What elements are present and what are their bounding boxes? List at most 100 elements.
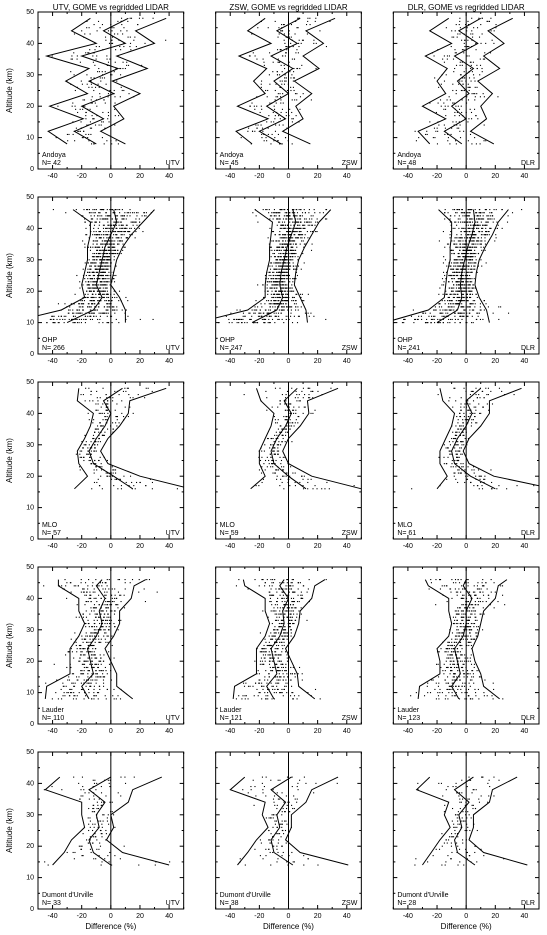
scatter-point: [284, 40, 285, 41]
scatter-point: [102, 435, 103, 436]
scatter-point: [463, 294, 464, 295]
scatter-point: [470, 109, 471, 110]
scatter-point: [145, 485, 146, 486]
scatter-point: [473, 74, 474, 75]
scatter-point: [64, 322, 65, 323]
scatter-point: [292, 410, 293, 411]
scatter-point: [93, 240, 94, 241]
scatter-point: [293, 300, 294, 301]
scatter-point: [98, 228, 99, 229]
scatter-point: [96, 695, 97, 696]
scatter-point: [470, 212, 471, 213]
scatter-point: [88, 454, 89, 455]
scatter-point: [262, 319, 263, 320]
scatter-point: [105, 218, 106, 219]
scatter-point: [54, 322, 55, 323]
scatter-point: [284, 244, 285, 245]
scatter-point: [452, 37, 453, 38]
scatter-point: [482, 234, 483, 235]
scatter-point: [91, 463, 92, 464]
scatter-point: [303, 228, 304, 229]
scatter-point: [485, 140, 486, 141]
scatter-point: [459, 33, 460, 34]
scatter-point: [451, 278, 452, 279]
scatter-point: [434, 322, 435, 323]
scatter-point: [284, 269, 285, 270]
scatter-point: [281, 303, 282, 304]
scatter-point: [106, 313, 107, 314]
scatter-point: [261, 306, 262, 307]
scatter-point: [496, 222, 497, 223]
scatter-point: [136, 482, 137, 483]
panel-Andoya-UTV: -40-200204001020304050AndoyaN= 42UTVAlti…: [5, 9, 184, 180]
scatter-point: [261, 451, 262, 452]
scatter-point: [52, 698, 53, 699]
scatter-point: [422, 313, 423, 314]
scatter-point: [255, 55, 256, 56]
scatter-point: [74, 140, 75, 141]
scatter-point: [271, 300, 272, 301]
scatter-point: [91, 683, 92, 684]
scatter-point: [123, 90, 124, 91]
scatter-point: [472, 309, 473, 310]
scatter-point: [92, 218, 93, 219]
scatter-point: [474, 278, 475, 279]
scatter-point: [453, 262, 454, 263]
scatter-point: [286, 319, 287, 320]
scatter-point: [286, 237, 287, 238]
scatter-point: [465, 269, 466, 270]
scatter-point: [242, 319, 243, 320]
scatter-point: [90, 269, 91, 270]
scatter-point: [457, 482, 458, 483]
scatter-point: [276, 247, 277, 248]
scatter-point: [275, 388, 276, 389]
scatter-point: [290, 266, 291, 267]
scatter-point: [490, 469, 491, 470]
scatter-point: [457, 272, 458, 273]
scatter-point: [306, 218, 307, 219]
inst-label: DLR: [521, 530, 535, 537]
scatter-point: [111, 43, 112, 44]
scatter-point: [261, 109, 262, 110]
scatter-point: [281, 466, 282, 467]
scatter-point: [468, 228, 469, 229]
scatter-point: [290, 218, 291, 219]
scatter-point: [283, 488, 284, 489]
inst-label: UTV: [166, 160, 180, 167]
scatter-point: [88, 52, 89, 53]
ytick-label: 20: [26, 103, 34, 110]
scatter-point: [100, 256, 101, 257]
scatter-point: [314, 209, 315, 210]
scatter-point: [476, 115, 477, 116]
scatter-point: [470, 250, 471, 251]
scatter-point: [251, 103, 252, 104]
scatter-point: [282, 272, 283, 273]
scatter-point: [295, 253, 296, 254]
scatter-point: [464, 300, 465, 301]
scatter-point: [285, 81, 286, 82]
scatter-point: [457, 259, 458, 260]
scatter-point: [72, 59, 73, 60]
scatter-point: [94, 432, 95, 433]
scatter-point: [467, 284, 468, 285]
scatter-point: [115, 416, 116, 417]
station-label: Andoya: [220, 152, 244, 159]
scatter-point: [101, 466, 102, 467]
scatter-point: [279, 74, 280, 75]
scatter-point: [476, 394, 477, 395]
scatter-point: [298, 43, 299, 44]
xtick-label: 0: [287, 543, 291, 550]
scatter-point: [487, 403, 488, 404]
scatter-point: [243, 313, 244, 314]
scatter-point: [98, 84, 99, 85]
scatter-point: [93, 284, 94, 285]
scatter-point: [103, 313, 104, 314]
scatter-point: [305, 407, 306, 408]
scatter-point: [69, 679, 70, 680]
scatter-point: [270, 275, 271, 276]
scatter-point: [88, 303, 89, 304]
scatter-point: [104, 253, 105, 254]
scatter-point: [297, 225, 298, 226]
scatter-point: [475, 209, 476, 210]
scatter-point: [477, 244, 478, 245]
